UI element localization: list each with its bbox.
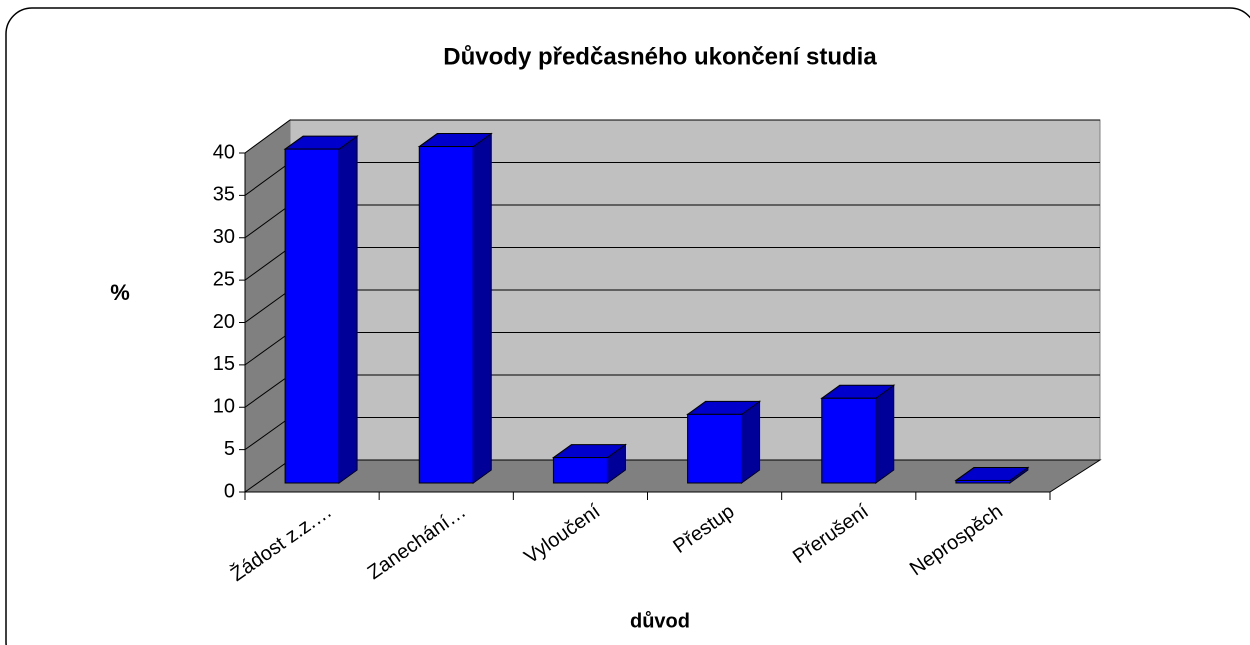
- y-tick-label: 40: [213, 141, 235, 163]
- y-tick-label: 15: [213, 353, 235, 375]
- grid-line: [244, 162, 291, 196]
- y-tick-label: 30: [213, 226, 235, 248]
- bar: [284, 148, 340, 484]
- bar: [955, 479, 1011, 484]
- chart-title: Důvody předčasného ukončení studia: [443, 43, 877, 70]
- y-tick-label: 5: [224, 438, 235, 460]
- bar-side: [741, 400, 761, 484]
- bar-side: [875, 384, 895, 484]
- y-tick-label: 35: [213, 184, 235, 206]
- bar: [418, 146, 474, 484]
- grid-line: [244, 204, 291, 239]
- bar: [552, 457, 608, 484]
- y-tick-label: 10: [213, 396, 235, 418]
- bar-side: [472, 132, 492, 484]
- y-tick-label: 0: [224, 480, 235, 502]
- bar: [821, 397, 877, 484]
- grid-line: [244, 417, 291, 451]
- y-tick-label: 20: [213, 311, 235, 333]
- y-tick-label: 25: [213, 268, 235, 290]
- grid-line: [244, 119, 291, 154]
- y-axis-label: %: [110, 280, 130, 305]
- grid-line: [244, 332, 291, 366]
- grid-line: [244, 289, 291, 323]
- x-axis-label: důvod: [630, 610, 690, 632]
- grid-line: [244, 247, 291, 281]
- bar-side: [338, 135, 358, 484]
- grid-line: [244, 374, 291, 408]
- bar: [687, 413, 743, 484]
